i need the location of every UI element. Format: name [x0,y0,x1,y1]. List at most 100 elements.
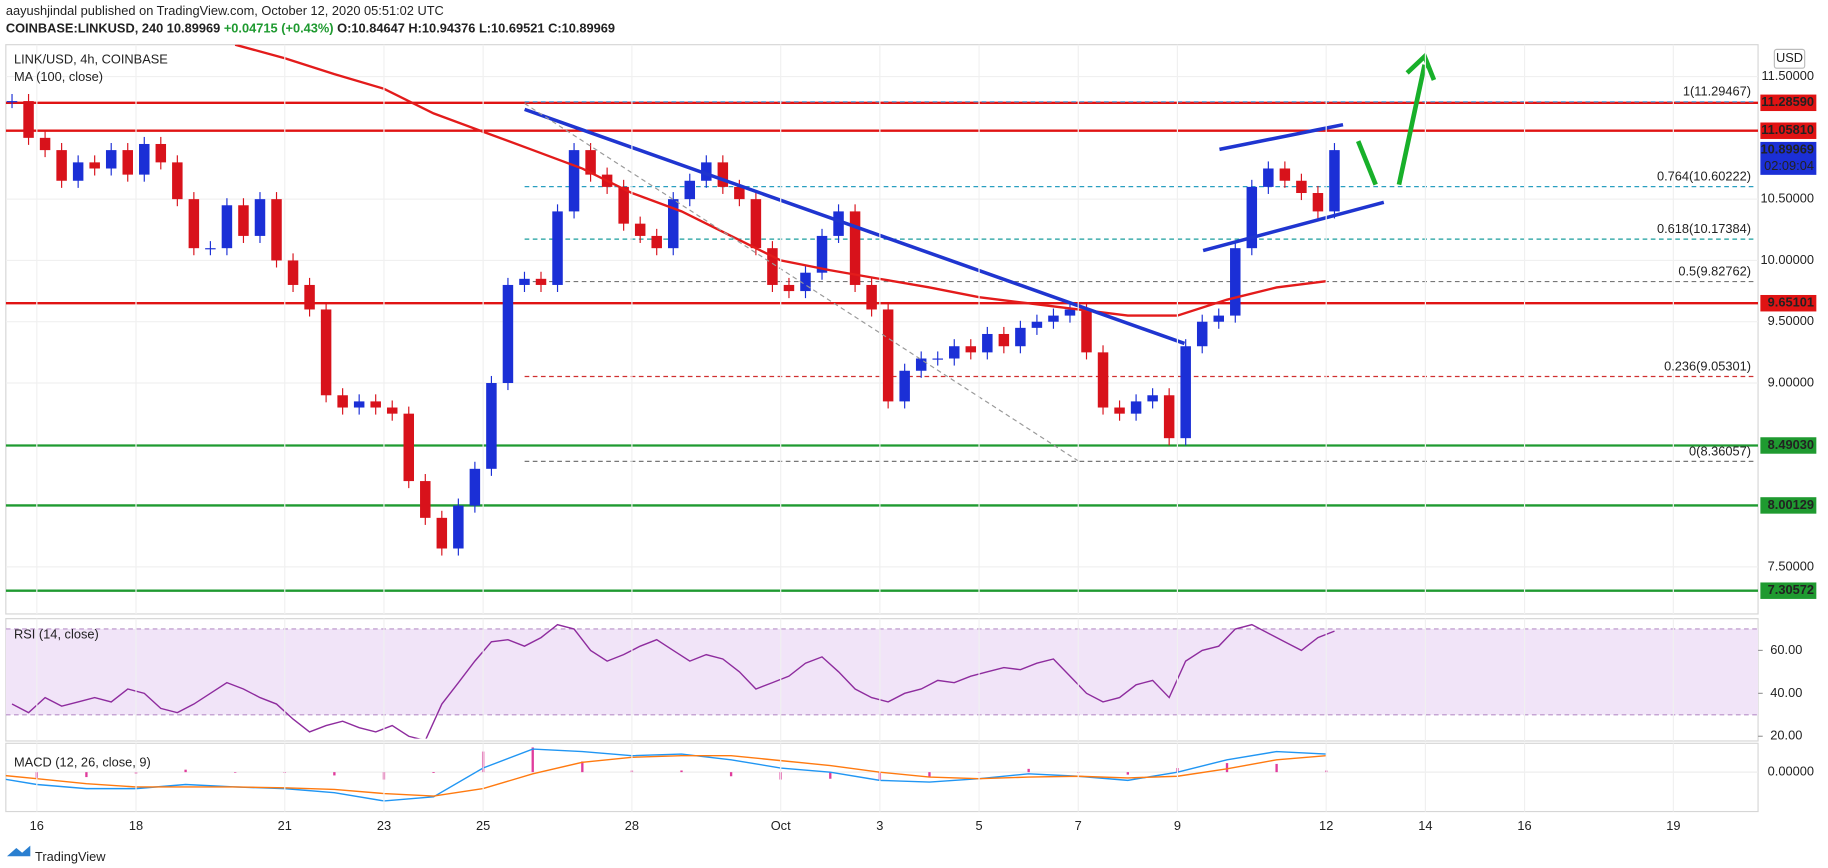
candle [370,401,381,408]
candle [717,162,729,187]
x-tick-label: 18 [129,818,143,833]
candle [1163,395,1175,439]
x-tick-label: 19 [1666,818,1680,833]
macd-histogram-bar [928,772,931,778]
last-price: 10.89969 [1761,142,1814,157]
candle [1246,186,1258,249]
level-label: 8.00129 [1768,497,1814,512]
macd-line [5,748,1327,802]
candle [965,346,977,353]
currency: USD [1776,50,1803,65]
rsi-title: RSI (14, close) [14,626,99,641]
macd-histogram-bar [1027,768,1030,773]
signal-line [5,754,1327,797]
candle [1114,407,1125,414]
arrow [1396,64,1427,186]
rsi-plot [5,623,1759,739]
level-label: 7.30572 [1768,582,1814,597]
x-tick-label: 7 [1075,818,1082,833]
macd-title: MACD (12, 26, close, 9) [14,755,151,770]
candle [1230,248,1241,316]
candle [899,370,910,402]
candle [1196,321,1208,347]
candle [238,205,249,236]
candle [56,150,67,181]
main-pane [5,44,1759,615]
candle [386,407,398,414]
y-tick-label: 10.00000 [1761,252,1814,267]
candle [1296,180,1307,194]
fib-diagonal [524,103,1079,462]
candle [915,358,927,371]
main-plot [5,44,1759,592]
y-tick-label: 11.50000 [1761,68,1814,83]
candle [800,272,811,292]
level-label: 9.65101 [1768,295,1814,310]
y-tick-label: 10.50000 [1761,191,1814,206]
rsi-tick-label: 40.00 [1770,685,1802,700]
macd-histogram-bar [432,772,435,773]
candle [436,517,448,549]
ohlc: O:10.84647 H:10.94376 L:10.69521 C:10.89… [337,21,615,36]
candle [188,199,200,249]
channel-line [1202,200,1385,253]
level-tag [1760,94,1817,112]
candle [122,150,133,175]
channel-line [1219,122,1344,152]
arrow-head [1405,52,1437,81]
x-tick-label: 9 [1174,818,1181,833]
candle [139,143,150,175]
x-tick-label: 12 [1319,818,1333,833]
candle [6,101,18,103]
author-line: aayushjindal published on TradingView.co… [6,3,444,18]
candle [552,211,563,285]
candle [205,248,216,250]
macd-histogram-bar [1126,772,1129,775]
y-tick-label: 9.50000 [1768,313,1814,328]
logo [6,845,31,857]
candle [320,309,332,396]
candle [287,260,299,285]
fib-label: 0.236(9.05301) [1664,358,1751,373]
candle [568,150,580,212]
arrow [1356,140,1378,186]
candle [1015,327,1026,347]
fib-label: 1(11.29467) [1683,84,1751,99]
rsi-tick-label: 60.00 [1770,642,1802,657]
fib-label: 0.618(10.17384) [1657,221,1751,236]
fib-label: 0(8.36057) [1689,443,1751,458]
level-label: 11.05810 [1761,122,1814,137]
candle [1031,321,1043,328]
level-label: 8.49030 [1768,437,1814,452]
ma-legend: MA (100, close) [14,69,103,84]
x-tick-label: 21 [278,818,292,833]
candle [453,505,464,549]
candle [701,162,712,181]
brand: TradingView [35,849,106,864]
candle [304,284,315,310]
candle [767,248,778,285]
macd-histogram-bar [581,761,584,773]
candle [651,235,662,249]
candle [1081,309,1092,353]
currency-box[interactable] [1773,48,1806,69]
x-tick-label: Oct [771,818,791,833]
candle [23,101,34,138]
candle [816,235,828,273]
x-tick-label: 5 [975,818,982,833]
candle [469,468,481,506]
candle [1329,150,1340,212]
candle [1147,395,1158,402]
x-tick-label: 25 [476,818,490,833]
x-tick-label: 3 [876,818,883,833]
fib-label: 0.5(9.82762) [1678,264,1751,279]
candle [750,199,762,249]
candle [535,278,547,285]
candle [105,150,117,169]
macd-histogram-bar [184,769,187,773]
candle [618,186,629,224]
candle [519,278,530,285]
macd-histogram-bar [829,772,832,779]
